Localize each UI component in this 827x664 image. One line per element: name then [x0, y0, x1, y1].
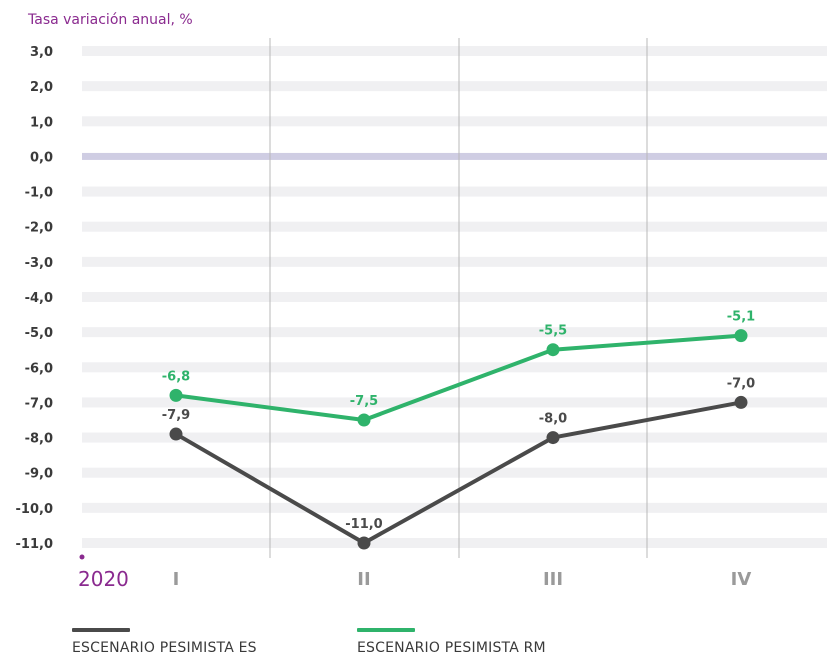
- y-tick-label: -7,0: [25, 396, 53, 411]
- grid-layer: [82, 46, 827, 548]
- series-layer: -7,9 -11,0 -8,0 -7,0 -6,8 -7,5 -5,5 -5,1: [162, 310, 755, 550]
- y-tick-label: -11,0: [16, 537, 53, 552]
- x-tick-label: II: [357, 569, 370, 590]
- zero-line: [82, 152, 827, 160]
- y-tick-label: 2,0: [30, 80, 53, 95]
- grid-band: [82, 221, 827, 232]
- y-tick-label: -6,0: [25, 361, 53, 376]
- grid-band: [82, 327, 827, 338]
- series-line-rm: [174, 333, 743, 422]
- y-tick-label: -2,0: [25, 221, 53, 236]
- data-point-es: [169, 427, 183, 441]
- x-tick-label: I: [173, 569, 180, 590]
- data-point-rm: [546, 343, 560, 357]
- grid-band: [82, 502, 827, 513]
- y-tick-label: -10,0: [16, 502, 53, 517]
- y-tick-label: -9,0: [25, 467, 53, 482]
- grid-band: [82, 46, 827, 56]
- data-point-es: [357, 536, 371, 550]
- y-tick-label: -4,0: [25, 291, 53, 306]
- grid-band: [82, 256, 827, 267]
- data-label-rm: -5,5: [539, 324, 567, 339]
- data-label-es: -11,0: [345, 517, 382, 532]
- x-tick-label: III: [543, 569, 563, 590]
- data-point-rm: [357, 413, 371, 427]
- data-label-es: -7,0: [727, 376, 755, 391]
- series-line-es: [174, 400, 743, 545]
- x-tick-label: IV: [731, 569, 752, 590]
- data-label-es: -8,0: [539, 412, 567, 427]
- y-axis: 3,0 2,0 1,0 0,0 -1,0 -2,0 -3,0 -4,0 -5,0 -6,0 -7,0…: [16, 45, 53, 552]
- data-point-es: [734, 395, 748, 409]
- data-label-es: -7,9: [162, 408, 190, 423]
- data-label-rm: -7,5: [350, 394, 378, 409]
- y-tick-label: 1,0: [30, 115, 53, 130]
- grid-band: [82, 116, 827, 127]
- y-tick-label: -5,0: [25, 326, 53, 341]
- data-label-rm: -5,1: [727, 310, 755, 325]
- y-axis-title: Tasa variación anual, %: [28, 12, 193, 28]
- grid-band: [82, 292, 827, 302]
- divider-layer: [269, 38, 648, 558]
- grid-band: [82, 397, 827, 408]
- data-point-rm: [169, 388, 183, 402]
- year-label: 2020: [78, 567, 129, 591]
- y-tick-label: -1,0: [25, 186, 53, 201]
- year-marker-dot: [79, 554, 85, 560]
- data-label-rm: -6,8: [162, 369, 190, 384]
- grid-band: [82, 362, 827, 373]
- grid-band: [82, 81, 827, 92]
- y-tick-label: -3,0: [25, 256, 53, 271]
- grid-band: [82, 538, 827, 548]
- y-tick-label: 3,0: [30, 45, 53, 60]
- y-tick-label: 0,0: [30, 150, 53, 165]
- data-point-rm: [734, 329, 748, 343]
- y-tick-label: -8,0: [25, 432, 53, 447]
- data-point-es: [546, 431, 560, 445]
- grid-band: [82, 186, 827, 197]
- grid-band: [82, 432, 827, 443]
- x-axis: 2020 I II III IV: [78, 554, 752, 591]
- grid-band: [82, 467, 827, 478]
